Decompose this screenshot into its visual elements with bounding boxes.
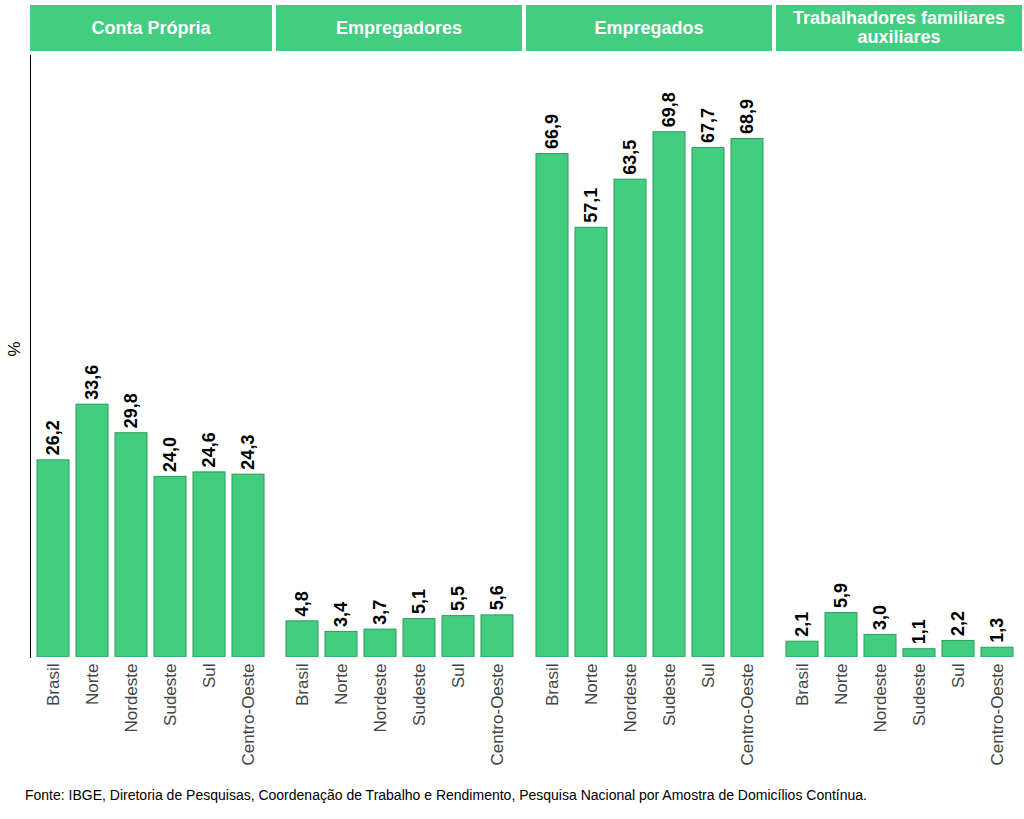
svg-text:24,3: 24,3 bbox=[238, 435, 258, 470]
svg-text:%: % bbox=[5, 341, 24, 356]
html-text:Conta Própria: Conta Própria bbox=[91, 17, 211, 38]
svg-text:2,1: 2,1 bbox=[792, 612, 812, 637]
svg-text:1,3: 1,3 bbox=[987, 618, 1007, 643]
svg-text:Nordeste: Nordeste bbox=[871, 664, 890, 733]
svg-text:4,8: 4,8 bbox=[292, 591, 312, 616]
svg-text:Brasil: Brasil bbox=[44, 664, 63, 707]
svg-text:Nordeste: Nordeste bbox=[122, 664, 141, 733]
svg-text:2,2: 2,2 bbox=[948, 611, 968, 636]
svg-text:57,1: 57,1 bbox=[581, 188, 601, 223]
svg-text:26,2: 26,2 bbox=[43, 420, 63, 455]
svg-text:5,5: 5,5 bbox=[448, 586, 468, 611]
html-text:Fonte: IBGE, Diretoria de Pesq: Fonte: IBGE, Diretoria de Pesquisas, Coo… bbox=[25, 787, 867, 803]
svg-text:24,0: 24,0 bbox=[160, 437, 180, 472]
svg-text:24,6: 24,6 bbox=[199, 432, 219, 467]
svg-text:Nordeste: Nordeste bbox=[371, 664, 390, 733]
svg-text:Sul: Sul bbox=[949, 664, 968, 689]
svg-text:Centro-Oeste: Centro-Oeste bbox=[488, 664, 507, 766]
html-text:Trabalhadores familiares auxil: Trabalhadores familiares auxiliares bbox=[792, 8, 1005, 47]
svg-text:Brasil: Brasil bbox=[793, 664, 812, 707]
svg-text:Sudeste: Sudeste bbox=[161, 664, 180, 726]
svg-text:Nordeste: Nordeste bbox=[621, 664, 640, 733]
svg-text:Sul: Sul bbox=[699, 664, 718, 689]
html-text:Empregadores: Empregadores bbox=[336, 17, 462, 38]
svg-text:3,0: 3,0 bbox=[870, 605, 890, 630]
html-text:Empregados: Empregados bbox=[594, 17, 704, 38]
svg-text:Centro-Oeste: Centro-Oeste bbox=[988, 664, 1007, 766]
svg-text:63,5: 63,5 bbox=[620, 140, 640, 175]
svg-text:5,6: 5,6 bbox=[487, 585, 507, 610]
svg-text:Sudeste: Sudeste bbox=[910, 664, 929, 726]
svg-text:33,6: 33,6 bbox=[82, 365, 102, 400]
svg-text:Sul: Sul bbox=[449, 664, 468, 689]
svg-text:5,1: 5,1 bbox=[409, 589, 429, 614]
svg-text:Norte: Norte bbox=[332, 664, 351, 706]
svg-text:Norte: Norte bbox=[832, 664, 851, 706]
svg-text:Brasil: Brasil bbox=[543, 664, 562, 707]
svg-text:Sudeste: Sudeste bbox=[660, 664, 679, 726]
svg-text:Sudeste: Sudeste bbox=[410, 664, 429, 726]
svg-text:5,9: 5,9 bbox=[831, 583, 851, 608]
svg-text:Centro-Oeste: Centro-Oeste bbox=[738, 664, 757, 766]
svg-text:67,7: 67,7 bbox=[698, 108, 718, 143]
svg-text:29,8: 29,8 bbox=[121, 393, 141, 428]
svg-text:Norte: Norte bbox=[582, 664, 601, 706]
svg-text:Sul: Sul bbox=[200, 664, 219, 689]
svg-text:1,1: 1,1 bbox=[909, 619, 929, 644]
svg-text:Centro-Oeste: Centro-Oeste bbox=[239, 664, 258, 766]
svg-text:3,7: 3,7 bbox=[370, 600, 390, 625]
svg-text:66,9: 66,9 bbox=[542, 114, 562, 149]
svg-text:Brasil: Brasil bbox=[293, 664, 312, 707]
svg-text:3,4: 3,4 bbox=[331, 602, 351, 627]
svg-text:Norte: Norte bbox=[83, 664, 102, 706]
svg-text:68,9: 68,9 bbox=[737, 99, 757, 134]
svg-text:69,8: 69,8 bbox=[659, 92, 679, 127]
